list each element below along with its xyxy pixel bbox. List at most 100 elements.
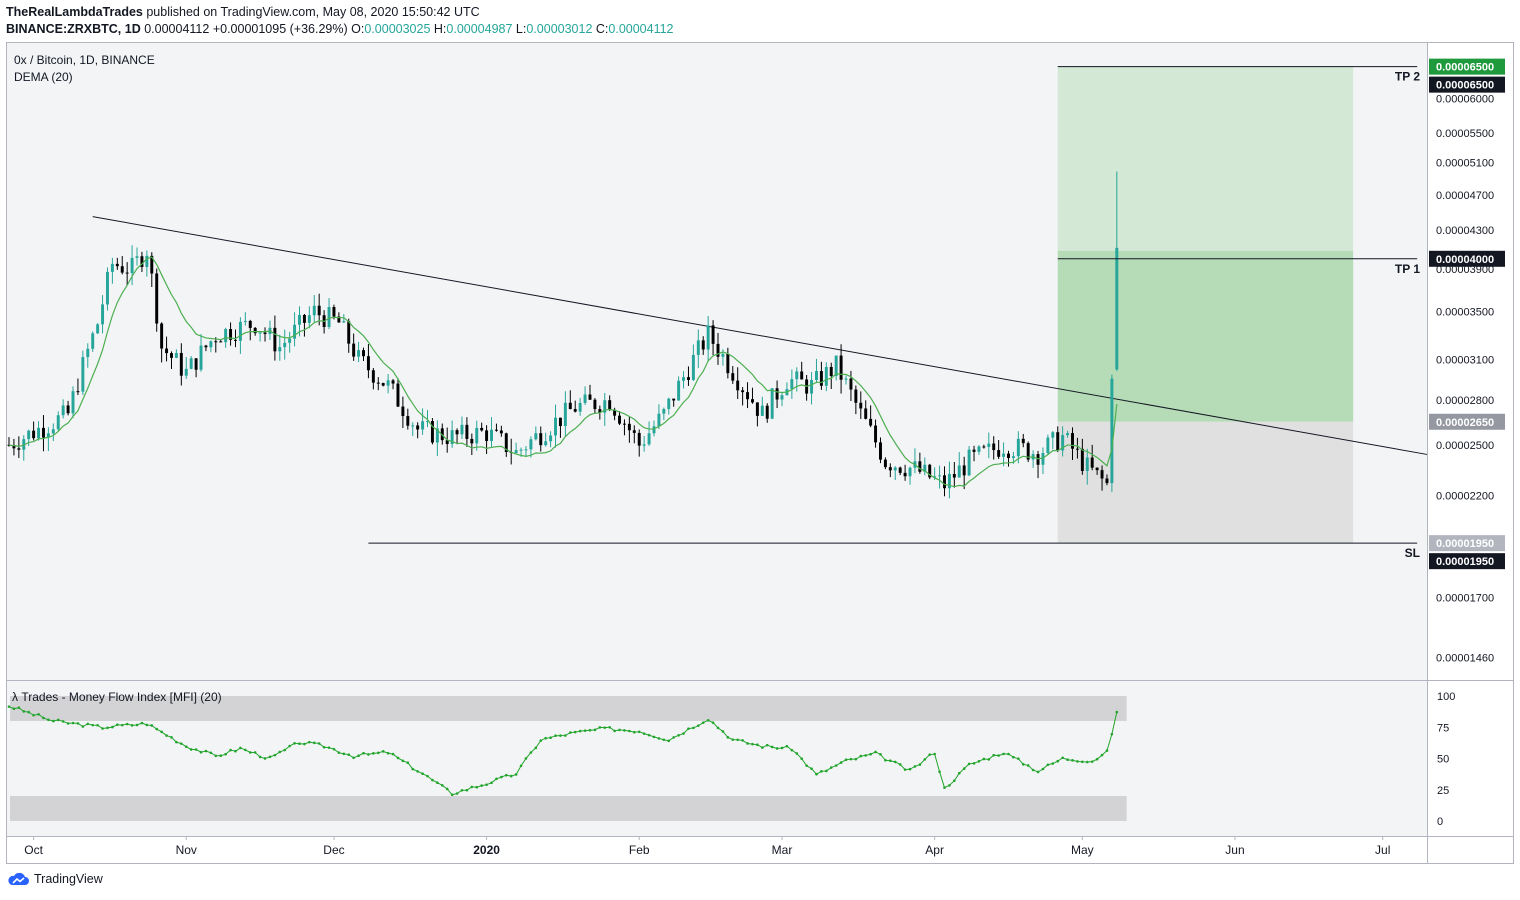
candle-body <box>56 415 60 430</box>
candle-body <box>1016 438 1020 457</box>
candle-body <box>726 353 730 374</box>
candle-body <box>1095 467 1099 471</box>
candle-body <box>662 408 666 414</box>
candle-body <box>957 465 961 478</box>
candle-body <box>1061 435 1065 451</box>
candle-body <box>1105 478 1109 484</box>
candle-body <box>627 423 631 431</box>
candle-body <box>780 395 784 400</box>
candle-body <box>1021 438 1025 444</box>
low-label: L: <box>515 22 527 36</box>
candle-body <box>219 341 223 343</box>
candle-body <box>494 429 498 431</box>
price-badge <box>1429 76 1505 93</box>
candle-body <box>130 257 134 274</box>
candle-body <box>475 427 479 444</box>
candle-body <box>170 353 173 358</box>
candle-body <box>298 314 301 325</box>
candle-body <box>1041 453 1045 465</box>
price-tick: 0.00005100 <box>1436 158 1494 170</box>
candle-body <box>504 433 508 453</box>
candle-body <box>1115 247 1119 370</box>
dema-indicator-label[interactable]: DEMA (20) <box>14 70 73 84</box>
candle-body <box>755 402 759 416</box>
candle-body <box>652 426 656 434</box>
author-name[interactable]: TheRealLambdaTrades <box>6 5 143 19</box>
candle-body <box>952 473 956 478</box>
candle-body <box>603 400 607 413</box>
candle-body <box>238 321 242 341</box>
candle-body <box>253 327 257 334</box>
candle-body <box>829 366 833 377</box>
tradingview-logo[interactable]: TradingView <box>6 872 103 886</box>
candle-body <box>967 449 971 476</box>
candle-body <box>357 350 361 357</box>
candle-body <box>972 449 976 452</box>
level-lines: TP 2 TP 1 SL <box>368 66 1420 560</box>
candle-body <box>342 321 346 323</box>
candle-body <box>1002 453 1006 457</box>
candle-body <box>760 405 764 416</box>
candle-body <box>366 356 370 371</box>
mfi-tick: 50 <box>1437 754 1449 766</box>
candle-body <box>194 358 198 370</box>
level-label: TP 1 <box>1395 262 1420 276</box>
candle-body <box>544 441 548 446</box>
candle-body <box>588 394 592 400</box>
candle-body <box>101 304 105 325</box>
price-tick: 0.00003100 <box>1436 355 1494 367</box>
candle-body <box>76 391 80 393</box>
ohlc-header: BINANCE:ZRXBTC, 1D 0.00004112 +0.0000109… <box>6 22 674 36</box>
candle-body <box>288 338 292 343</box>
candle-body <box>691 354 695 380</box>
candle-body <box>1080 448 1084 471</box>
candle-body <box>583 394 587 403</box>
cloud-icon <box>8 872 29 885</box>
candle-body <box>411 425 415 427</box>
mfi-tick: 25 <box>1437 785 1449 797</box>
candle-body <box>17 448 21 450</box>
price-change: +0.00001095 (+36.29%) <box>212 22 348 36</box>
candle-body <box>701 340 705 350</box>
overbought-band <box>10 696 1127 721</box>
candle-body <box>618 415 622 424</box>
candle-body <box>199 345 203 370</box>
time-axis[interactable]: Oct Nov Dec 2020 Feb Mar Apr May Jun Jul <box>24 836 1390 857</box>
candle-body <box>71 391 75 414</box>
price-tick: 0.00003900 <box>1436 264 1494 276</box>
candle-body <box>1036 454 1040 465</box>
chart-frame <box>6 42 1514 864</box>
candle-body <box>386 380 390 386</box>
candle-body <box>1051 432 1055 438</box>
price-badge <box>1429 250 1505 267</box>
price-badge-text: 0.00001950 <box>1436 538 1494 550</box>
candle-body <box>376 382 380 384</box>
candle-body <box>554 417 557 436</box>
candle-body <box>810 379 814 394</box>
candle-body <box>184 368 188 376</box>
mfi-indicator-label[interactable]: λ Trades - Money Flow Index [MFI] (20) <box>12 690 222 704</box>
candle-body <box>879 442 882 460</box>
candle-body <box>1110 378 1114 484</box>
candle-body <box>421 421 425 430</box>
candle-body <box>731 373 735 381</box>
open-label: O: <box>351 22 365 36</box>
candle-body <box>1071 433 1074 449</box>
candle-body <box>327 307 331 327</box>
candle-body <box>864 408 868 419</box>
price-axis[interactable]: 0.00006000 0.00005500 0.00005100 0.00004700… <box>1429 58 1505 665</box>
candle-body <box>1075 448 1079 450</box>
candle-body <box>608 400 612 410</box>
candle-body <box>22 439 26 450</box>
candle-body <box>775 388 779 400</box>
candle-body <box>908 467 912 477</box>
candle-body <box>135 256 139 258</box>
price-tick: 0.00003500 <box>1436 307 1494 319</box>
candle-body <box>514 450 518 453</box>
candle-body <box>800 371 804 380</box>
candle-body <box>115 263 119 267</box>
candle-body <box>347 321 351 344</box>
candle-body <box>854 389 858 403</box>
candle-body <box>396 383 400 407</box>
